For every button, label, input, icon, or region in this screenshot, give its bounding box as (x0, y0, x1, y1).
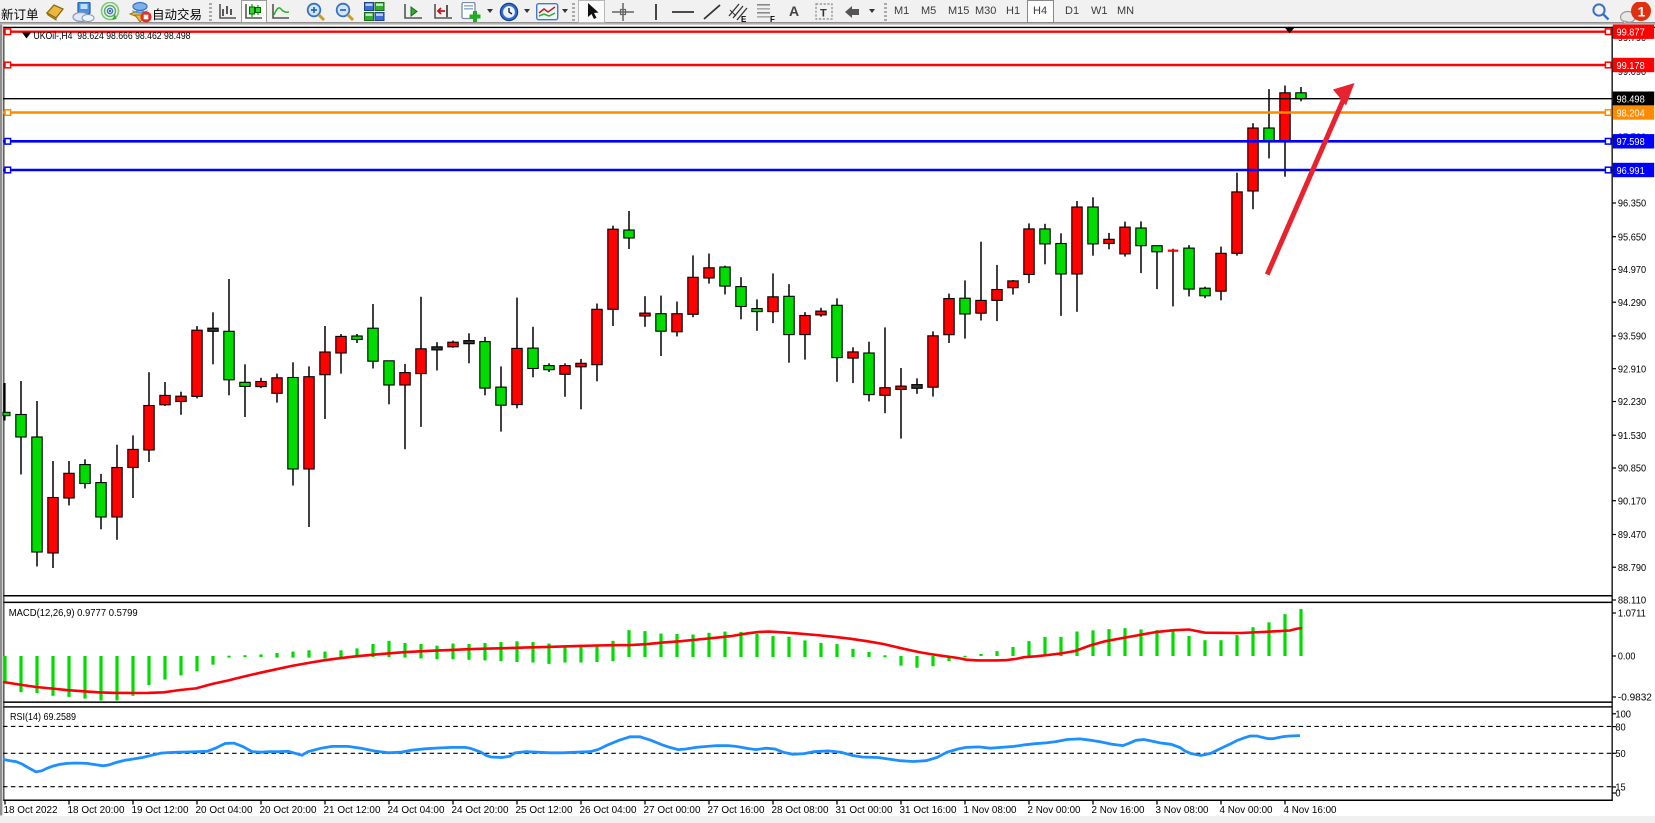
svg-text:4 Nov 16:00: 4 Nov 16:00 (1284, 805, 1337, 816)
svg-text:0.00: 0.00 (1618, 652, 1636, 663)
svg-text:3 Nov 08:00: 3 Nov 08:00 (1156, 805, 1209, 816)
svg-text:98.204: 98.204 (1617, 108, 1645, 119)
svg-text:28 Oct 08:00: 28 Oct 08:00 (772, 805, 829, 816)
svg-text:98.498: 98.498 (1617, 95, 1645, 106)
svg-text:89.470: 89.470 (1618, 530, 1646, 541)
svg-text:24 Oct 20:00: 24 Oct 20:00 (452, 805, 509, 816)
svg-text:95.650: 95.650 (1618, 232, 1646, 243)
svg-text:92.910: 92.910 (1618, 364, 1646, 375)
svg-text:88.110: 88.110 (1618, 596, 1647, 607)
svg-text:27 Oct 00:00: 27 Oct 00:00 (644, 805, 701, 816)
svg-text:UKOil-,H4 98.624 98.666 98.46: UKOil-,H4 98.624 98.666 98.462 98.498 (34, 30, 191, 42)
svg-text:99.877: 99.877 (1617, 28, 1645, 39)
svg-text:90.850: 90.850 (1618, 464, 1646, 475)
svg-text:99.090: 99.090 (1618, 67, 1646, 78)
svg-text:25 Oct 12:00: 25 Oct 12:00 (516, 805, 573, 816)
svg-text:18 Oct 20:00: 18 Oct 20:00 (68, 805, 125, 816)
svg-text:31 Oct 16:00: 31 Oct 16:00 (900, 805, 957, 816)
svg-text:2 Nov 16:00: 2 Nov 16:00 (1092, 805, 1145, 816)
svg-text:99.178: 99.178 (1617, 61, 1645, 72)
svg-text:94.290: 94.290 (1618, 298, 1646, 309)
svg-text:26 Oct 04:00: 26 Oct 04:00 (580, 805, 637, 816)
svg-text:94.970: 94.970 (1618, 265, 1646, 276)
svg-text:18 Oct 2022: 18 Oct 2022 (4, 805, 58, 816)
svg-text:-0.9832: -0.9832 (1618, 693, 1652, 704)
svg-text:F: F (770, 15, 775, 23)
svg-text:15: 15 (1615, 783, 1626, 794)
svg-text:MACD(12,26,9) 0.9777 0.5799: MACD(12,26,9) 0.9777 0.5799 (9, 608, 138, 619)
svg-text:96.350: 96.350 (1618, 199, 1646, 210)
svg-text:93.590: 93.590 (1618, 332, 1646, 343)
svg-text:T: T (820, 8, 827, 20)
svg-text:31 Oct 00:00: 31 Oct 00:00 (836, 805, 893, 816)
svg-text:20 Oct 20:00: 20 Oct 20:00 (260, 805, 317, 816)
svg-text:21 Oct 12:00: 21 Oct 12:00 (324, 805, 381, 816)
svg-text:1.0711: 1.0711 (1618, 609, 1646, 620)
svg-text:96.991: 96.991 (1617, 166, 1645, 177)
svg-text:4 Nov 00:00: 4 Nov 00:00 (1220, 805, 1273, 816)
svg-text:92.230: 92.230 (1618, 397, 1646, 408)
svg-text:50: 50 (1615, 749, 1626, 760)
svg-text:2 Nov 00:00: 2 Nov 00:00 (1028, 805, 1081, 816)
svg-text:1 Nov 08:00: 1 Nov 08:00 (964, 805, 1017, 816)
svg-text:20 Oct 04:00: 20 Oct 04:00 (196, 805, 253, 816)
svg-text:97.598: 97.598 (1617, 137, 1645, 148)
svg-text:100: 100 (1615, 710, 1631, 721)
svg-text:88.790: 88.790 (1618, 563, 1646, 574)
svg-text:1: 1 (1638, 4, 1646, 20)
svg-text:90.170: 90.170 (1618, 496, 1646, 507)
svg-text:24 Oct 04:00: 24 Oct 04:00 (388, 805, 445, 816)
svg-text:E: E (741, 15, 747, 23)
svg-text:91.530: 91.530 (1618, 431, 1646, 442)
svg-text:RSI(14) 69.2589: RSI(14) 69.2589 (10, 712, 76, 723)
svg-text:0: 0 (1615, 789, 1621, 800)
svg-text:27 Oct 16:00: 27 Oct 16:00 (708, 805, 765, 816)
svg-text:19 Oct 12:00: 19 Oct 12:00 (132, 805, 189, 816)
svg-text:80: 80 (1615, 722, 1626, 733)
